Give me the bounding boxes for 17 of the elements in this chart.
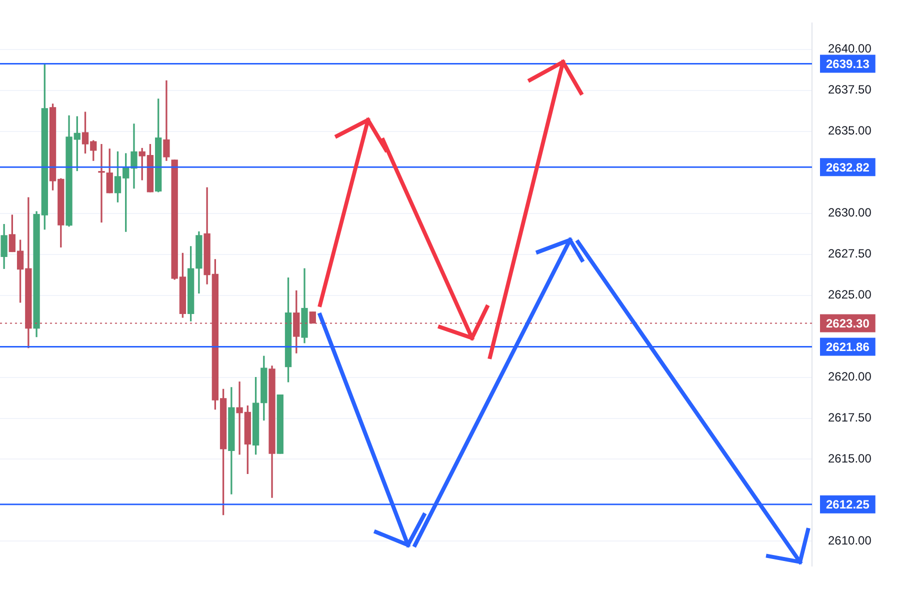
candlestick <box>98 144 105 223</box>
candlestick <box>163 80 170 161</box>
y-tick-label: 2630.00 <box>828 206 872 220</box>
ref-line-label: 2621.86 <box>826 340 870 354</box>
y-tick-label: 2627.50 <box>828 246 872 261</box>
y-tick-label: 2610.00 <box>828 534 872 548</box>
ref-line-label: 2612.25 <box>826 498 870 512</box>
y-tick-label: 2637.50 <box>828 82 872 97</box>
ref-line-label: 2639.13 <box>826 57 870 72</box>
ref-line-label: 2632.82 <box>826 160 870 174</box>
y-tick-label: 2617.50 <box>828 410 872 425</box>
ref-line-label: 2623.30 <box>826 316 870 330</box>
y-tick-label: 2640.00 <box>828 42 872 56</box>
y-tick-label: 2615.00 <box>828 452 872 466</box>
y-tick-label: 2635.00 <box>828 124 872 138</box>
y-tick-label: 2625.00 <box>828 288 872 302</box>
y-tick-label: 2620.00 <box>828 370 872 384</box>
